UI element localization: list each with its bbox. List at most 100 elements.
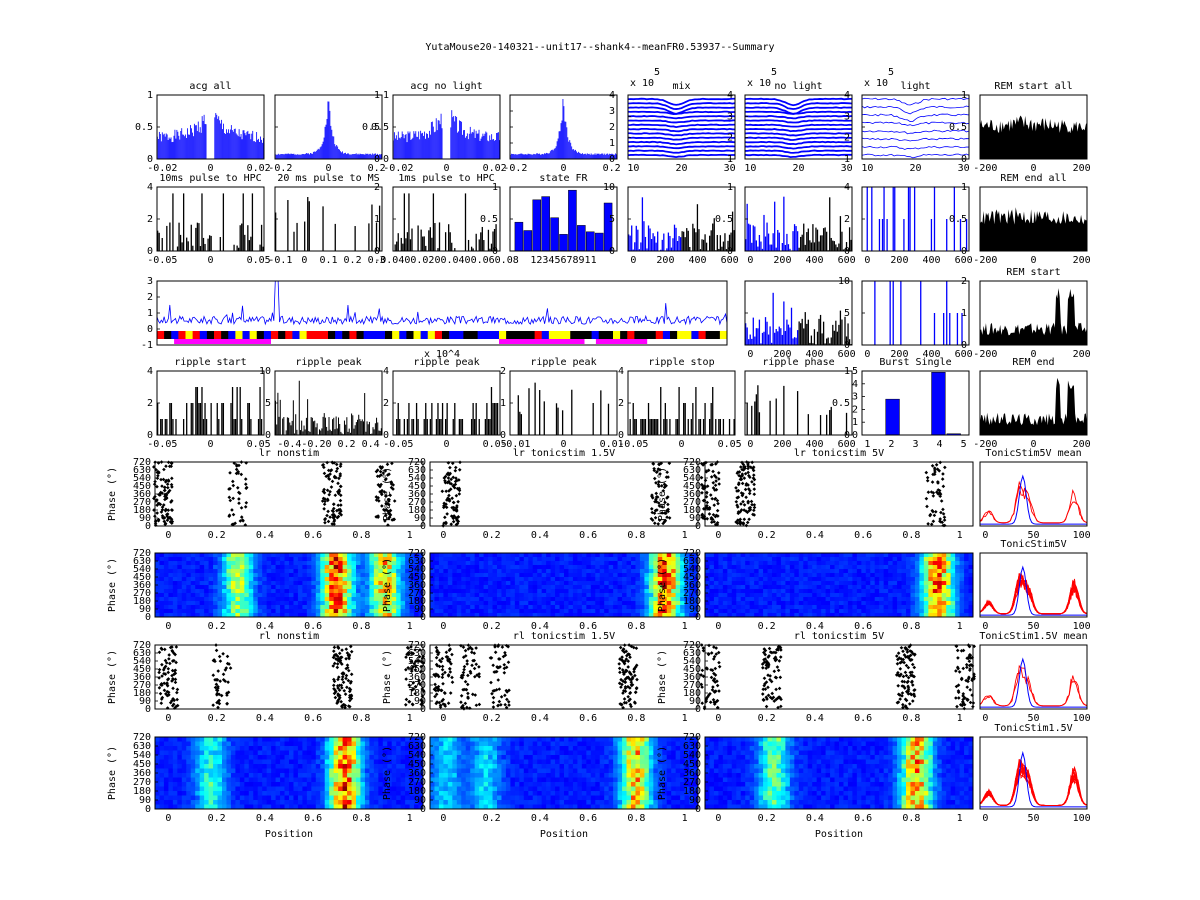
spike-point <box>657 518 662 522</box>
bar <box>532 154 534 159</box>
heat-cell <box>168 609 174 614</box>
bar <box>402 134 404 159</box>
heat-cell <box>595 577 601 582</box>
spike-point <box>702 514 707 519</box>
heat-cell <box>847 577 853 582</box>
heat-cell <box>190 581 196 586</box>
heat-cell <box>470 565 476 570</box>
heat-cell <box>892 553 898 558</box>
heat-cell <box>311 569 317 574</box>
heat-cell <box>523 561 529 566</box>
spike-point <box>930 463 935 468</box>
heat-cell <box>280 569 286 574</box>
state-bar <box>256 331 265 339</box>
heat-cell <box>785 585 791 590</box>
spike-point <box>454 522 459 527</box>
heat-cell <box>293 593 299 598</box>
heat-cell <box>892 601 898 606</box>
heat-cell <box>662 589 668 594</box>
bar <box>585 154 587 159</box>
spike-point <box>237 463 241 468</box>
heat-cell <box>497 553 502 558</box>
heat-cell <box>213 553 219 558</box>
heat-cell <box>320 597 326 602</box>
heat-cell <box>727 569 733 574</box>
heat-cell <box>780 601 786 606</box>
bar <box>167 139 169 159</box>
heat-cell <box>257 585 263 590</box>
bar <box>745 323 747 345</box>
bar <box>784 330 787 345</box>
heat-cell <box>758 573 764 578</box>
heat-cell <box>631 581 636 586</box>
bar <box>425 245 427 251</box>
heat-cell <box>577 593 583 598</box>
heat-cell <box>631 569 636 574</box>
heat-cell <box>572 601 578 606</box>
heat-cell <box>586 605 592 610</box>
heat-cell <box>568 605 574 610</box>
heat-cell <box>874 581 880 586</box>
state-bar <box>228 331 236 339</box>
heat-cell <box>843 601 849 606</box>
bar <box>534 382 536 435</box>
spike-point <box>650 496 655 500</box>
heat-cell <box>581 605 587 610</box>
heat-cell <box>396 589 402 594</box>
heat-cell <box>586 601 592 606</box>
heat-cell <box>839 553 844 558</box>
bar <box>441 403 444 435</box>
heat-cell <box>414 605 420 610</box>
bar <box>236 134 238 159</box>
heat-cell <box>794 577 800 582</box>
heat-cell <box>217 601 223 606</box>
bar <box>827 337 829 345</box>
bar <box>413 131 415 159</box>
heat-cell <box>297 581 303 586</box>
y-tick-label: 0 <box>145 612 151 623</box>
heat-cell <box>772 581 777 586</box>
heat-cell <box>675 569 681 574</box>
heat-cell <box>177 577 183 582</box>
heat-cell <box>208 585 214 590</box>
heat-cell <box>622 561 628 566</box>
heat-cell <box>461 585 467 590</box>
heat-cell <box>510 601 516 606</box>
heat-cell <box>689 569 695 574</box>
spike-point <box>709 520 714 525</box>
bar <box>440 419 442 435</box>
waveform-line <box>861 153 970 159</box>
waveform-line <box>744 119 853 124</box>
heat-cell <box>870 577 876 582</box>
heat-cell <box>181 553 187 558</box>
heat-cell <box>244 569 250 574</box>
heat-cell <box>342 557 348 562</box>
heat-cell <box>883 613 889 618</box>
heat-cell <box>789 557 795 562</box>
y-tick-label: 450 <box>408 572 426 583</box>
heat-cell <box>780 593 786 598</box>
spike-point <box>446 476 451 480</box>
heat-cell <box>740 557 746 562</box>
bar <box>710 403 712 435</box>
heat-cell <box>671 557 677 562</box>
x-tick-label: 0.6 <box>579 530 597 541</box>
x-tick-label: 0.4 <box>806 530 824 541</box>
heat-cell <box>631 553 636 558</box>
y-tick-label: 0.5 <box>949 214 967 225</box>
heat-cell <box>843 613 849 618</box>
bar <box>403 419 405 435</box>
panel-title: lr nonstim <box>259 448 319 459</box>
y-tick-label: 360 <box>683 489 701 500</box>
x-tick-label: 0 <box>1030 163 1036 174</box>
bar <box>520 414 522 435</box>
heat-cell <box>510 577 516 582</box>
heat-cell <box>736 593 742 598</box>
heat-cell <box>239 593 245 598</box>
heat-cell <box>505 593 511 598</box>
heat-cell <box>434 605 440 610</box>
bar <box>250 419 252 435</box>
heat-cell <box>351 609 357 614</box>
bar <box>181 128 183 159</box>
y-tick-label: 1 <box>383 90 389 101</box>
